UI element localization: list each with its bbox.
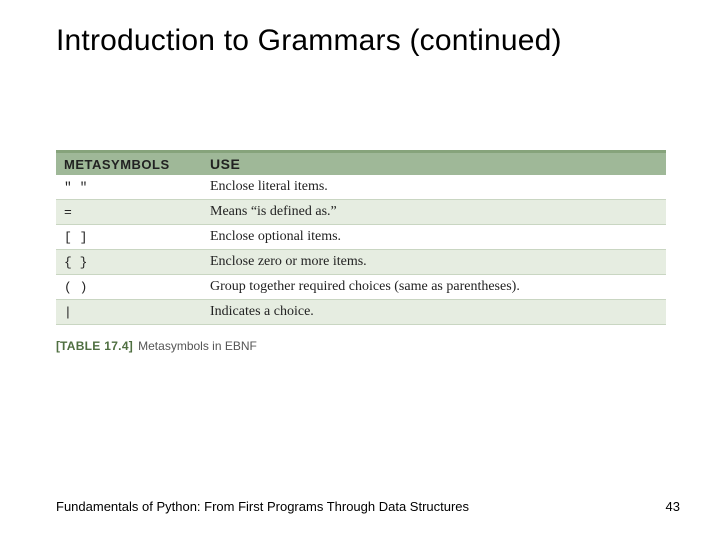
page-number: 43	[666, 499, 680, 514]
cell-use: Enclose optional items.	[206, 229, 666, 245]
caption-text: Metasymbols in EBNF	[138, 339, 257, 353]
footer-text: Fundamentals of Python: From First Progr…	[56, 499, 469, 514]
table-row: ( ) Group together required choices (sam…	[56, 275, 666, 299]
cell-use: Means “is defined as.”	[206, 204, 666, 220]
cell-use: Indicates a choice.	[206, 304, 666, 320]
table-row: " " Enclose literal items.	[56, 175, 666, 199]
table-row: { } Enclose zero or more items.	[56, 250, 666, 274]
cell-use: Enclose zero or more items.	[206, 254, 666, 270]
cell-symbol: ( )	[56, 280, 206, 295]
cell-use: Group together required choices (same as…	[206, 279, 666, 295]
caption-label: TABLE 17.4	[60, 339, 129, 353]
col-header-use: USE	[206, 156, 666, 172]
table-header-row: METASYMBOLS USE	[56, 153, 666, 175]
page-title: Introduction to Grammars (continued)	[56, 24, 680, 58]
cell-symbol: { }	[56, 255, 206, 270]
metasymbols-table: METASYMBOLS USE " " Enclose literal item…	[56, 150, 666, 353]
cell-symbol: [ ]	[56, 230, 206, 245]
cell-symbol: " "	[56, 180, 206, 195]
caption-bracket-close: ]	[129, 339, 133, 353]
slide-footer: Fundamentals of Python: From First Progr…	[56, 499, 680, 514]
table-row: | Indicates a choice.	[56, 300, 666, 324]
cell-use: Enclose literal items.	[206, 179, 666, 195]
row-divider	[56, 324, 666, 325]
cell-symbol: =	[56, 205, 206, 220]
slide-container: Introduction to Grammars (continued) MET…	[0, 0, 720, 540]
table-row: [ ] Enclose optional items.	[56, 225, 666, 249]
table-row: = Means “is defined as.”	[56, 200, 666, 224]
cell-symbol: |	[56, 305, 206, 320]
col-header-metasymbols: METASYMBOLS	[56, 157, 206, 172]
table-caption: [TABLE 17.4] Metasymbols in EBNF	[56, 339, 666, 353]
